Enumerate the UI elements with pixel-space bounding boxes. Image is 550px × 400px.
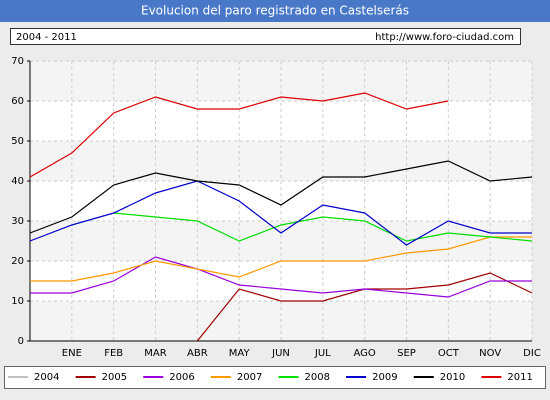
x-tick-label: FEB: [104, 348, 123, 359]
y-tick-label: 20: [11, 256, 24, 267]
series-line: [113, 212, 533, 242]
series-line: [30, 256, 532, 298]
legend-label: 2011: [507, 372, 532, 383]
legend-box: [4, 366, 546, 389]
source: http://www.foro-ciudad.com: [375, 32, 514, 43]
x-tick-label: MAY: [229, 348, 251, 359]
legend-label: 2007: [237, 372, 262, 383]
subtitle-box: [10, 28, 521, 45]
x-tick-label: NOV: [479, 348, 501, 359]
x-tick-label: SEP: [397, 348, 416, 359]
legend-label: 2005: [102, 372, 127, 383]
subtitle: 2004 - 2011: [16, 32, 77, 43]
y-tick-label: 40: [11, 176, 24, 187]
x-tick-label: ENE: [62, 348, 82, 359]
y-tick-label: 70: [11, 56, 24, 67]
x-tick-label: ABR: [187, 348, 208, 359]
legend-label: 2008: [305, 372, 330, 383]
x-tick-label: MAR: [144, 348, 166, 359]
y-tick-label: 60: [11, 96, 24, 107]
series-line: [29, 160, 533, 234]
x-tick-label: JUN: [271, 348, 290, 359]
legend-label: 2006: [169, 372, 194, 383]
chart-title: Evolucion del paro registrado en Castels…: [141, 4, 409, 18]
series-line: [29, 180, 532, 246]
y-tick-label: 50: [11, 136, 24, 147]
y-tick-label: 0: [18, 336, 24, 347]
legend-label: 2009: [372, 372, 397, 383]
series-line: [29, 92, 449, 178]
x-tick-label: JUL: [314, 348, 331, 359]
y-tick-label: 10: [11, 296, 24, 307]
x-tick-label: AGO: [354, 348, 376, 359]
title-bar: [0, 0, 550, 22]
x-tick-label: DIC: [523, 348, 541, 359]
legend-label: 2010: [440, 372, 465, 383]
legend-label: 2004: [34, 372, 59, 383]
x-tick-label: OCT: [438, 348, 460, 359]
y-tick-label: 30: [11, 216, 24, 227]
series-line: [30, 236, 532, 282]
